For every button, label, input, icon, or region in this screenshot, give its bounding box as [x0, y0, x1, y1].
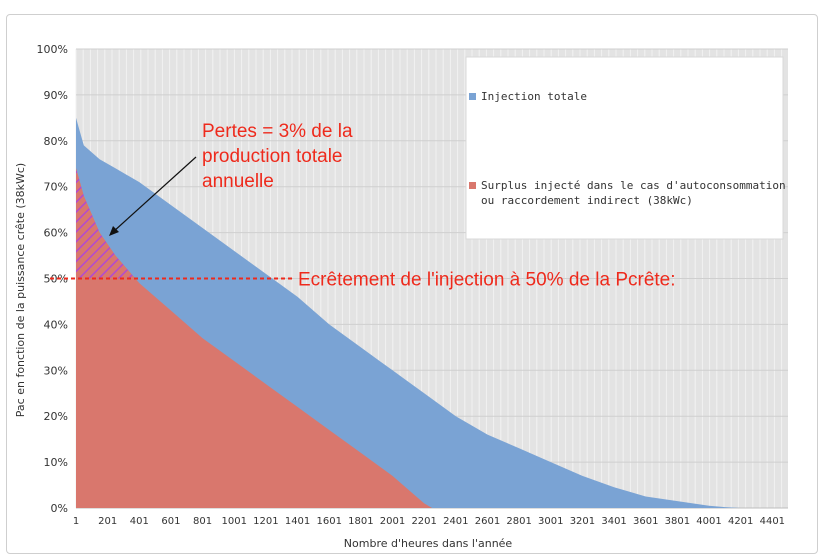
x-tick-label: 3201: [570, 516, 595, 527]
x-tick-label: 2401: [443, 516, 468, 527]
y-tick-label: 60%: [44, 227, 68, 240]
y-tick-label: 0%: [51, 502, 68, 515]
y-tick-label: 30%: [44, 364, 68, 377]
y-tick-label: 90%: [44, 89, 68, 102]
area-series-1: [76, 168, 433, 509]
y-tick-label: 20%: [44, 410, 68, 423]
x-tick-label: 601: [161, 516, 180, 527]
clip-annotation: Ecrêtement de l'injection à 50% de la Pc…: [298, 270, 676, 291]
arrow-line: [112, 156, 197, 233]
x-tick-label: 4201: [728, 516, 753, 527]
x-tick-label: 4401: [760, 516, 785, 527]
loss-annotation-line: production totale: [202, 146, 343, 167]
y-tick-label: 100%: [37, 43, 68, 56]
legend-label-surplus: Surplus injecté dans le cas d'autoconsom…: [481, 179, 786, 207]
legend-swatch-surplus: [469, 182, 476, 189]
x-axis-title: Nombre d'heures dans l'année: [344, 537, 513, 550]
x-tick-label: 801: [193, 516, 212, 527]
x-tick-label: 401: [130, 516, 149, 527]
x-tick-label: 3001: [538, 516, 563, 527]
x-tick-label: 1601: [316, 516, 341, 527]
x-tick-label: 2801: [506, 516, 531, 527]
y-tick-label: 80%: [44, 135, 68, 148]
legend-label-injection: Injection totale: [481, 90, 587, 103]
annotations: Ecrêtement de l'injection à 50% de la Pc…: [50, 121, 676, 291]
loss-annotation-line: Pertes = 3% de la: [202, 121, 353, 142]
y-tick-label: 40%: [44, 318, 68, 331]
x-tick-label: 3601: [633, 516, 658, 527]
legend-swatch-injection: [469, 93, 476, 100]
x-tick-label: 3401: [601, 516, 626, 527]
loss-annotation-line: annuelle: [202, 171, 274, 192]
x-tick-label: 3801: [665, 516, 690, 527]
legend: Injection totale Surplus injecté dans le…: [465, 56, 786, 240]
loss-hatched-area: [76, 168, 136, 279]
x-tick-label: 2601: [475, 516, 500, 527]
x-tick-labels: 1 201 401 601 801 1001 1201 1401 1601 1801 2001 220…: [73, 516, 785, 527]
x-tick-label: 1801: [348, 516, 373, 527]
arrow-head: [109, 226, 119, 236]
x-tick-label: 1201: [253, 516, 278, 527]
x-tick-label: 1001: [222, 516, 247, 527]
y-tick-label: 10%: [44, 456, 68, 469]
x-tick-label: 1: [73, 516, 79, 527]
x-tick-label: 2001: [380, 516, 405, 527]
y-tick-label: 50%: [44, 273, 68, 286]
y-axis-title: Pac en fonction de la puissance crête (3…: [14, 163, 27, 417]
y-tick-label: 70%: [44, 181, 68, 194]
x-tick-label: 2201: [411, 516, 436, 527]
y-tick-labels: 0% 10% 20% 30% 40% 50% 60% 70% 80% 90% 100%: [37, 43, 68, 515]
legend-box: [465, 56, 784, 240]
x-tick-label: 201: [98, 516, 117, 527]
x-tick-label: 1401: [285, 516, 310, 527]
x-tick-label: 4001: [696, 516, 721, 527]
area-series: [76, 117, 741, 509]
